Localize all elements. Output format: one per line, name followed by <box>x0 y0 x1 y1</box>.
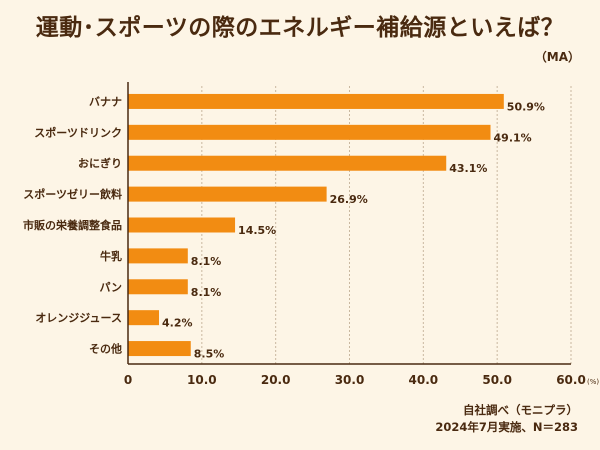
bar <box>128 217 236 233</box>
data-label: 14.5% <box>238 224 276 237</box>
category-label: スポーツドリンク <box>34 125 122 139</box>
x-tick-label: 50.0 <box>482 373 512 387</box>
data-label: 50.9% <box>507 100 545 113</box>
source-line-2: 2024年7月実施、N＝283 <box>435 420 578 434</box>
category-label: スポーツゼリー飲料 <box>23 187 122 201</box>
category-label: パン <box>99 281 122 294</box>
x-tick-label: 0 <box>124 373 132 387</box>
x-unit-label: (%) <box>587 378 599 386</box>
data-label: 4.2% <box>162 317 193 330</box>
x-tick-label: 30.0 <box>335 373 365 387</box>
chart-title: 運動･スポーツの際のエネルギー補給源といえば？ <box>35 15 565 41</box>
bar <box>128 93 504 109</box>
bar <box>128 155 447 171</box>
data-label: 26.9% <box>330 193 368 206</box>
x-tick-label: 10.0 <box>187 373 217 387</box>
category-label: その他 <box>89 342 122 356</box>
bar <box>128 124 491 140</box>
source-line-1: 自社調べ（モニプラ） <box>463 403 578 417</box>
bar <box>128 310 160 326</box>
category-label: 市販の栄養調整食品 <box>23 218 122 232</box>
category-label: バナナ <box>89 95 122 108</box>
bar <box>128 341 191 357</box>
bar <box>128 248 188 264</box>
x-tick-label: 40.0 <box>409 373 439 387</box>
bar <box>128 279 188 295</box>
data-label: 43.1% <box>449 162 487 175</box>
bar <box>128 186 327 202</box>
data-label: 8.5% <box>194 348 225 361</box>
x-tick-label: 20.0 <box>261 373 291 387</box>
x-tick-label: 60.0 <box>556 373 586 387</box>
chart-subtitle: （MA） <box>534 50 580 64</box>
data-label: 8.1% <box>191 255 222 268</box>
source-note: 自社調べ（モニプラ） 2024年7月実施、N＝283 <box>435 402 578 436</box>
category-label: オレンジジュース <box>35 312 122 325</box>
data-label: 8.1% <box>191 286 222 299</box>
data-label: 49.1% <box>494 131 532 144</box>
category-label: 牛乳 <box>100 249 122 263</box>
category-label: おにぎり <box>78 156 122 170</box>
